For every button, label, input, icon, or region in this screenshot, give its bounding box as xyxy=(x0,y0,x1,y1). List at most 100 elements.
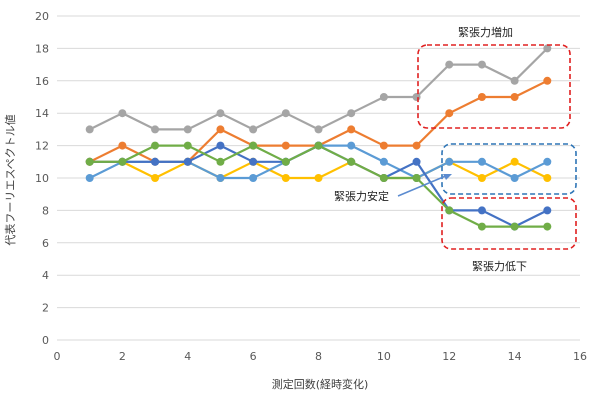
data-point xyxy=(249,141,258,150)
data-point xyxy=(445,157,454,166)
data-point xyxy=(314,141,323,150)
series-line-2 xyxy=(89,79,548,163)
data-point xyxy=(347,109,356,118)
data-point xyxy=(183,125,192,134)
series-line-6 xyxy=(89,144,548,228)
data-point xyxy=(379,141,388,150)
data-point xyxy=(543,44,552,53)
data-point xyxy=(216,109,225,118)
x-tick-labels: 0 2 4 6 8 10 12 14 16 xyxy=(54,350,588,363)
data-point xyxy=(543,206,552,215)
y-tick-label: 6 xyxy=(42,237,49,250)
data-point xyxy=(85,125,94,134)
data-point xyxy=(85,174,94,182)
y-axis-title: 代表フーリエスペクトル値 xyxy=(3,114,17,245)
data-point xyxy=(151,174,160,182)
y-tick-labels: 0 2 4 6 8 10 12 14 16 18 20 xyxy=(35,10,49,347)
data-point xyxy=(118,157,127,166)
data-point xyxy=(510,76,519,85)
data-point xyxy=(249,157,258,166)
data-point xyxy=(151,157,160,166)
x-tick-label: 4 xyxy=(184,350,191,363)
data-point xyxy=(249,125,258,134)
data-point xyxy=(543,222,552,231)
data-point xyxy=(510,93,519,101)
data-point xyxy=(183,141,192,150)
data-point xyxy=(249,174,258,182)
data-point xyxy=(379,174,388,182)
data-point xyxy=(379,93,388,101)
stable-callout-arrow xyxy=(397,174,449,197)
x-tick-label: 8 xyxy=(315,350,322,363)
y-tick-label: 14 xyxy=(35,107,49,120)
data-point xyxy=(281,109,290,118)
decrease-highlight-box xyxy=(441,197,577,250)
data-point xyxy=(477,93,486,101)
y-tick-label: 2 xyxy=(42,302,49,315)
stable-callout-arrowhead xyxy=(443,174,452,180)
data-point xyxy=(477,222,486,231)
y-tick-label: 18 xyxy=(35,42,49,55)
data-point xyxy=(477,157,486,166)
data-point xyxy=(412,93,421,101)
stable-highlight-box xyxy=(441,143,577,195)
series-line-5 xyxy=(89,144,548,228)
data-point xyxy=(314,174,323,182)
data-point xyxy=(379,157,388,166)
y-tick-label: 8 xyxy=(42,204,49,217)
data-point xyxy=(445,109,454,118)
y-tick-label: 0 xyxy=(42,334,49,347)
x-tick-label: 10 xyxy=(377,350,391,363)
data-point xyxy=(281,157,290,166)
y-tick-label: 20 xyxy=(35,10,49,23)
x-tick-label: 2 xyxy=(119,350,126,363)
x-axis-title: 測定回数(経時変化) xyxy=(272,377,369,391)
series-line-1 xyxy=(89,47,549,131)
data-point xyxy=(477,60,486,69)
y-tick-label: 10 xyxy=(35,172,49,185)
data-point xyxy=(216,157,225,166)
data-point xyxy=(477,206,486,215)
data-point xyxy=(118,109,127,118)
data-point xyxy=(216,125,225,134)
y-tick-label: 4 xyxy=(42,269,49,282)
data-point xyxy=(314,125,323,134)
y-tick-label: 16 xyxy=(35,75,49,88)
data-point xyxy=(510,157,519,166)
data-point xyxy=(543,174,552,182)
data-point xyxy=(412,157,421,166)
data-point xyxy=(510,222,519,231)
data-point xyxy=(543,157,552,166)
increase-highlight-box xyxy=(417,44,571,129)
data-point xyxy=(445,206,454,215)
data-point xyxy=(412,174,421,182)
data-point xyxy=(118,141,127,150)
data-point xyxy=(347,157,356,166)
data-point xyxy=(510,174,519,182)
annotation-stable: 緊張力安定 xyxy=(334,189,389,203)
data-point xyxy=(347,141,356,150)
data-point xyxy=(85,157,94,166)
data-point xyxy=(445,60,454,69)
data-point xyxy=(347,125,356,134)
data-point xyxy=(412,141,421,150)
data-point xyxy=(151,141,160,150)
data-point xyxy=(477,174,486,182)
x-tick-label: 0 xyxy=(54,350,61,363)
data-point xyxy=(216,174,225,182)
data-point xyxy=(183,157,192,166)
data-point xyxy=(281,174,290,182)
x-tick-label: 14 xyxy=(508,350,522,363)
y-tick-label: 12 xyxy=(35,140,49,153)
data-point xyxy=(543,76,552,85)
annotation-decrease: 緊張力低下 xyxy=(472,260,527,273)
series-lines xyxy=(85,44,552,231)
data-point xyxy=(281,141,290,150)
data-point xyxy=(151,125,160,134)
x-tick-label: 6 xyxy=(250,350,257,363)
data-point xyxy=(216,141,225,150)
x-tick-label: 16 xyxy=(573,350,587,363)
x-tick-label: 12 xyxy=(442,350,456,363)
annotation-increase: 緊張力増加 xyxy=(458,26,513,39)
